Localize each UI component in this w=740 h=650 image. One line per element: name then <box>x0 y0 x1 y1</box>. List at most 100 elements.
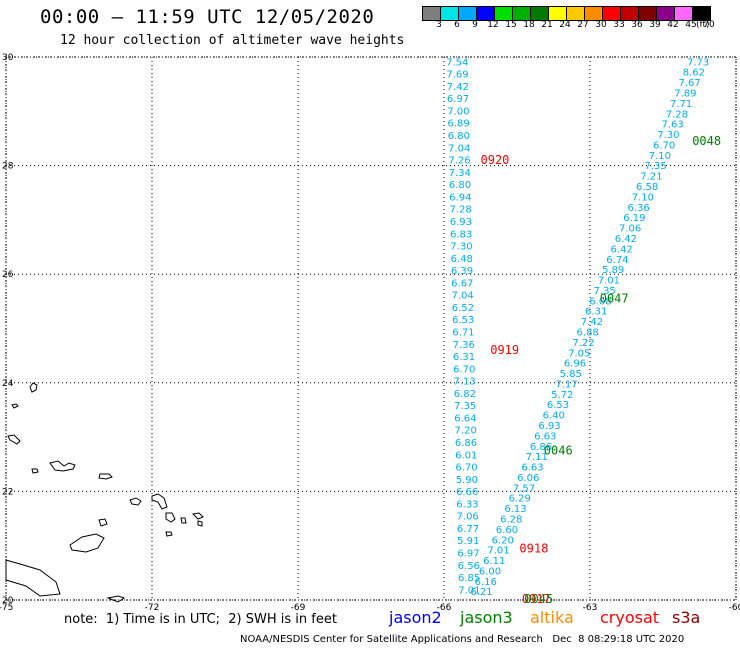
island-outline <box>98 518 108 527</box>
swh-value-label: 6.42 <box>615 234 637 245</box>
colorbar-label: 9 <box>472 20 478 30</box>
credit-text: NOAA/NESDIS Center for Satellite Applica… <box>240 634 543 645</box>
latitude-tick-label: 26 <box>2 270 14 280</box>
swh-value-label: 7.30 <box>657 130 679 141</box>
swh-value-label: 7.06 <box>619 224 641 235</box>
swh-value-label: 6.74 <box>606 255 628 266</box>
latitude-tick-label: 24 <box>2 379 14 389</box>
swh-value-label: 6.06 <box>517 473 539 484</box>
swh-value-label: 6.42 <box>611 244 633 255</box>
swh-value-label: 6.58 <box>636 182 658 193</box>
swh-value-label: 7.63 <box>661 120 683 131</box>
swh-value-label: 6.16 <box>475 577 497 588</box>
latitude-tick-label: 22 <box>2 487 13 497</box>
legend-item-altika: altika <box>530 608 574 627</box>
swh-value-label: 7.06 <box>457 512 479 523</box>
footer-credit: NOAA/NESDIS Center for Satellite Applica… <box>240 634 684 645</box>
swh-value-label: 6.70 <box>653 140 675 151</box>
swh-value-label: 5.91 <box>457 536 479 547</box>
swh-value-label: 6.70 <box>453 364 475 375</box>
swh-value-label: 7.00 <box>447 106 469 117</box>
island-outline <box>165 531 173 537</box>
island-outline <box>98 473 113 480</box>
swh-value-label: 7.28 <box>449 205 471 216</box>
swh-value-label: 6.08 <box>589 296 611 307</box>
swh-value-label: 6.00 <box>479 566 501 577</box>
swh-value-label: 6.94 <box>449 192 471 203</box>
swh-value-label: 7.20 <box>455 426 477 437</box>
colorbar-label: 42 <box>667 20 679 30</box>
swh-value-label: 6.66 <box>456 487 478 498</box>
swh-value-label: 6.21 <box>470 587 492 598</box>
swh-value-label: 6.11 <box>483 556 505 567</box>
swh-value-label: 6.86 <box>530 442 552 453</box>
legend-item-jason3: jason3 <box>460 608 513 627</box>
swh-value-label: 6.85 <box>458 573 480 584</box>
wave-height-colorbar <box>422 6 711 21</box>
swh-value-label: 7.69 <box>446 70 468 81</box>
colorbar-label: 39 <box>649 20 661 30</box>
swh-value-label: 6.96 <box>564 359 586 370</box>
swh-value-label: 6.52 <box>452 303 474 314</box>
swh-value-label: 7.35 <box>454 401 476 412</box>
swh-value-label: 7.35 <box>645 161 667 172</box>
swh-value-label: 7.13 <box>453 377 475 388</box>
map-frame <box>5 56 737 601</box>
pass-time-label: 0047 <box>600 292 629 306</box>
island-outline <box>5 559 61 597</box>
swh-value-label: 6.86 <box>455 438 477 449</box>
colorbar-swatch <box>692 6 711 21</box>
swh-value-label: 6.93 <box>450 217 472 228</box>
swh-value-label: 7.35 <box>594 286 616 297</box>
island-outline <box>69 533 105 553</box>
colorbar-unit: (ft) <box>696 20 710 30</box>
legend-item-cryosat: cryosat <box>600 608 660 627</box>
longitude-tick-label: -69 <box>291 603 306 613</box>
swh-value-label: 6.77 <box>457 524 479 535</box>
swh-value-label: 6.89 <box>447 119 469 130</box>
chart-title: 00:00 – 11:59 UTC 12/05/2020 <box>40 6 375 28</box>
longitude-tick-label: -75 <box>0 603 13 613</box>
island-outline <box>49 460 76 472</box>
swh-value-label: 6.93 <box>538 421 560 432</box>
swh-value-label: 7.28 <box>666 109 688 120</box>
longitude-tick-label: -66 <box>437 603 452 613</box>
island-outline <box>165 512 176 523</box>
legend-item-jason2: jason2 <box>389 608 442 627</box>
swh-value-label: 6.63 <box>534 431 556 442</box>
colorbar-label: 27 <box>577 20 589 30</box>
swh-value-label: 7.10 <box>632 192 654 203</box>
swh-value-label: 6.97 <box>447 94 469 105</box>
island-outline <box>191 512 204 520</box>
swh-value-label: 7.17 <box>555 379 577 390</box>
swh-value-label: 7.54 <box>446 57 468 68</box>
swh-value-label: 6.80 <box>449 180 471 191</box>
latitude-tick-label: 30 <box>2 53 14 63</box>
swh-value-label: 6.31 <box>453 352 475 363</box>
colorbar-label: 3 <box>436 20 442 30</box>
swh-value-label: 7.01 <box>598 276 620 287</box>
colorbar-label: 30 <box>595 20 607 30</box>
swh-value-label: 5.89 <box>602 265 624 276</box>
island-outline <box>29 382 38 393</box>
swh-value-label: 7.34 <box>449 168 471 179</box>
swh-value-label: 7.11 <box>526 452 548 463</box>
legend-item-s3a: s3a <box>672 608 701 627</box>
swh-value-label: 6.01 <box>455 450 477 461</box>
colorbar-label: 21 <box>541 20 553 30</box>
swh-value-label: 6.20 <box>492 535 514 546</box>
swh-value-label: 7.22 <box>572 338 594 349</box>
pass-time-label: 0919 <box>490 343 519 357</box>
colorbar-label: 33 <box>613 20 625 30</box>
colorbar-label: 15 <box>505 20 517 30</box>
swh-value-label: 6.13 <box>504 504 526 515</box>
island-outline <box>129 497 142 506</box>
swh-value-label: 6.67 <box>451 278 473 289</box>
colorbar-label: 18 <box>523 20 535 30</box>
swh-value-label: 6.33 <box>456 499 478 510</box>
swh-value-label: 6.70 <box>455 463 477 474</box>
swh-value-label: 5.72 <box>551 390 573 401</box>
swh-value-label: 6.31 <box>585 307 607 318</box>
pass-time-label: 0048 <box>692 134 721 148</box>
